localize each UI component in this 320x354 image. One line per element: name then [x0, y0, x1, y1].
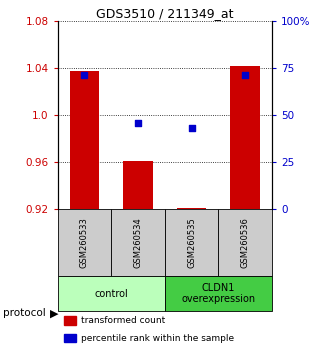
- FancyBboxPatch shape: [165, 209, 218, 276]
- Point: [82, 72, 87, 78]
- Title: GDS3510 / 211349_at: GDS3510 / 211349_at: [96, 7, 234, 20]
- Text: GSM260534: GSM260534: [133, 217, 142, 268]
- Text: protocol: protocol: [3, 308, 46, 318]
- Bar: [64, 316, 76, 325]
- Bar: [230, 66, 260, 209]
- FancyBboxPatch shape: [218, 209, 272, 276]
- FancyBboxPatch shape: [58, 209, 111, 276]
- Point: [243, 72, 248, 78]
- Text: GSM260536: GSM260536: [241, 217, 250, 268]
- Point: [135, 120, 140, 126]
- FancyBboxPatch shape: [165, 276, 272, 312]
- Point: [189, 126, 194, 131]
- Text: ▶: ▶: [50, 308, 58, 318]
- FancyBboxPatch shape: [111, 209, 165, 276]
- Bar: [64, 334, 76, 342]
- FancyBboxPatch shape: [58, 276, 165, 312]
- Text: CLDN1
overexpression: CLDN1 overexpression: [181, 283, 255, 304]
- Text: GSM260533: GSM260533: [80, 217, 89, 268]
- Text: GSM260535: GSM260535: [187, 217, 196, 268]
- Text: percentile rank within the sample: percentile rank within the sample: [81, 333, 234, 343]
- Bar: [123, 161, 153, 209]
- Text: transformed count: transformed count: [81, 316, 165, 325]
- Bar: [70, 70, 99, 209]
- Bar: [177, 208, 206, 209]
- Text: control: control: [94, 289, 128, 299]
